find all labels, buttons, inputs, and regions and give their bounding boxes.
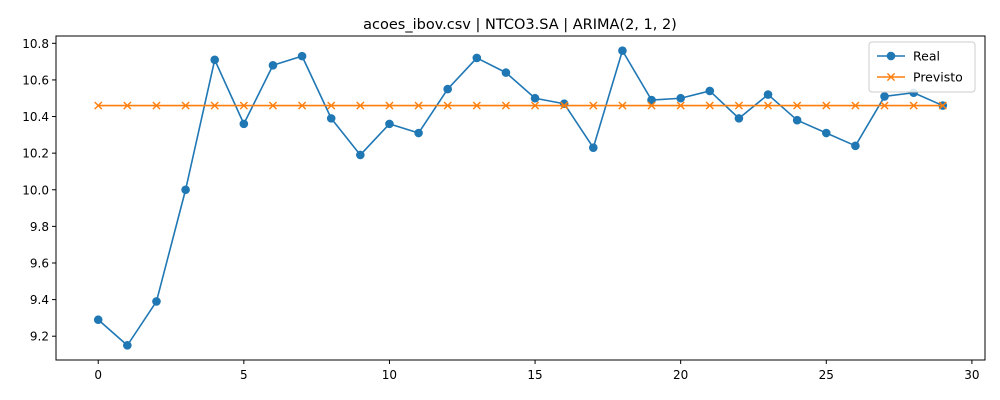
data-point xyxy=(385,119,394,129)
data-point xyxy=(239,101,248,110)
series-layer xyxy=(93,46,948,350)
series-previsto xyxy=(94,101,947,110)
data-point xyxy=(123,101,132,110)
data-point xyxy=(705,86,715,96)
y-tick-label: 10.2 xyxy=(22,147,49,161)
chart-title: acoes_ibov.csv | NTCO3.SA | ARIMA(2, 1, … xyxy=(363,17,677,33)
data-point xyxy=(414,128,423,138)
data-point xyxy=(647,95,656,105)
y-tick-label: 10.4 xyxy=(22,110,49,124)
data-point xyxy=(734,114,744,123)
series-line xyxy=(97,49,944,347)
legend-label: Real xyxy=(913,49,940,64)
data-point xyxy=(763,101,773,110)
x-tick-label: 0 xyxy=(94,368,102,382)
data-point xyxy=(763,90,773,99)
series-real xyxy=(93,46,948,350)
x-tick-label: 30 xyxy=(964,368,979,382)
data-point xyxy=(909,101,918,110)
data-point xyxy=(472,53,482,63)
data-point xyxy=(472,101,481,110)
data-point xyxy=(297,51,307,61)
data-point xyxy=(210,101,219,110)
x-axis: 0 5 10 15 20 25 30 xyxy=(94,360,980,382)
data-point xyxy=(414,101,423,110)
data-point xyxy=(618,101,627,110)
y-tick-label: 9.6 xyxy=(30,256,49,270)
data-point xyxy=(560,101,569,110)
x-tick-label: 10 xyxy=(382,368,397,382)
data-point xyxy=(734,101,744,110)
data-point xyxy=(822,101,831,110)
data-point xyxy=(268,101,278,110)
data-point xyxy=(938,101,947,110)
data-point xyxy=(443,84,452,94)
y-tick-label: 10.6 xyxy=(22,73,49,87)
data-point xyxy=(181,185,190,195)
data-point xyxy=(793,101,802,110)
y-tick-label: 9.2 xyxy=(30,330,49,344)
x-tick-label: 15 xyxy=(527,368,542,382)
legend: Real Previsto xyxy=(868,41,976,93)
data-point xyxy=(559,99,569,109)
data-point xyxy=(297,101,307,110)
data-point xyxy=(501,68,511,77)
data-point xyxy=(530,101,540,110)
data-point xyxy=(589,143,598,152)
legend-box xyxy=(868,41,976,93)
data-point xyxy=(210,55,220,65)
data-point xyxy=(792,115,802,125)
data-point xyxy=(385,101,394,110)
legend-label: Previsto xyxy=(913,70,963,85)
data-point xyxy=(181,101,190,110)
y-tick-label: 10.8 xyxy=(22,37,49,51)
data-point xyxy=(356,150,365,160)
y-tick-label: 9.8 xyxy=(30,220,49,234)
data-point xyxy=(851,141,860,151)
data-point xyxy=(268,60,278,70)
data-point xyxy=(589,101,598,110)
data-point xyxy=(152,297,161,306)
data-point xyxy=(530,93,540,103)
data-point xyxy=(647,101,656,110)
x-tick-label: 5 xyxy=(240,368,248,382)
data-point xyxy=(239,119,249,129)
data-point xyxy=(705,101,714,110)
data-point xyxy=(123,341,132,350)
legend-marker xyxy=(886,72,896,82)
data-point xyxy=(851,101,860,110)
x-tick-label: 25 xyxy=(819,368,834,382)
data-point xyxy=(443,101,452,110)
data-point xyxy=(880,101,889,110)
data-point xyxy=(618,46,627,55)
data-point xyxy=(676,93,685,103)
data-point xyxy=(501,101,511,110)
x-tick-label: 20 xyxy=(673,368,688,382)
y-tick-label: 10.0 xyxy=(22,183,49,197)
data-point xyxy=(821,128,831,138)
data-point xyxy=(93,315,103,325)
data-point xyxy=(326,114,336,123)
data-point xyxy=(94,101,103,110)
data-point xyxy=(676,101,685,110)
legend-item: Previsto xyxy=(877,70,963,85)
data-point xyxy=(880,92,889,101)
y-axis: 9.2 9.4 9.6 9.8 10.0 10.2 10.4 10.6 10.8 xyxy=(22,37,56,344)
plot-area xyxy=(55,35,986,361)
data-point xyxy=(327,101,336,110)
legend-marker xyxy=(886,51,896,61)
data-point xyxy=(152,101,161,110)
y-tick-label: 9.4 xyxy=(30,293,49,307)
data-point xyxy=(356,101,365,110)
legend-item: Real xyxy=(877,49,940,64)
